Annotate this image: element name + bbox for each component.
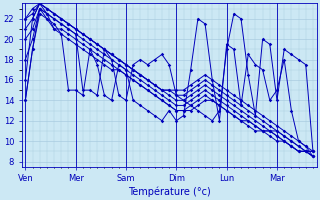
X-axis label: Température (°c): Température (°c) [128, 186, 211, 197]
